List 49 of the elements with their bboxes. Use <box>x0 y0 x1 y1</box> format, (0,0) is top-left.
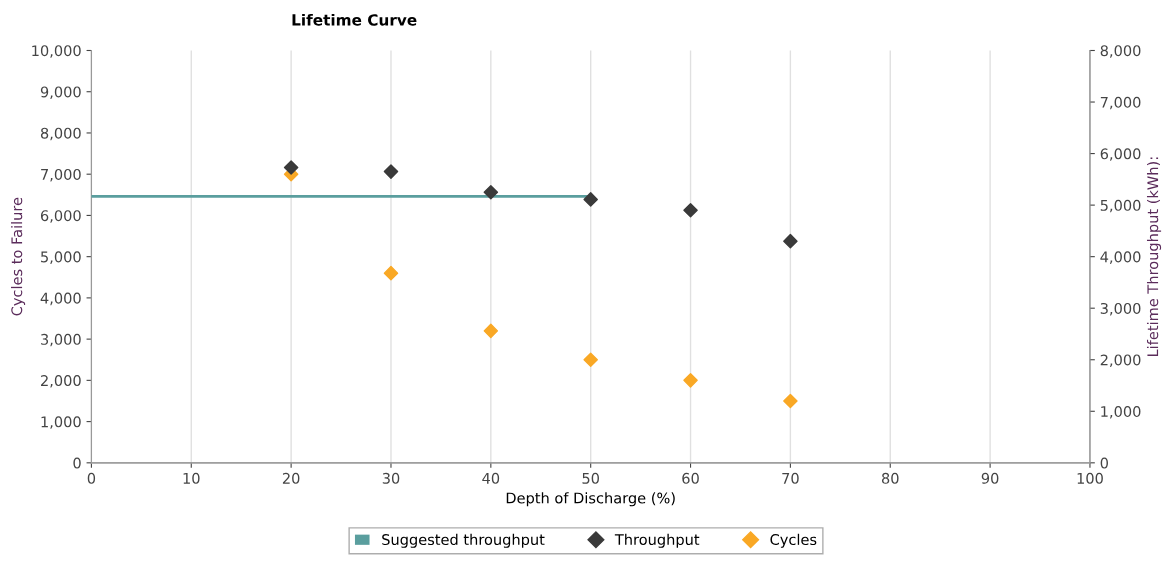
x-tick-label: 40 <box>482 472 500 484</box>
y-tick-label: 10,000 <box>32 45 81 58</box>
x-tick-label: 50 <box>582 472 599 484</box>
y-tick-label: 6,000 <box>40 210 81 223</box>
point <box>383 164 399 179</box>
y2-tick-label: 6,000 <box>1100 148 1141 161</box>
x-tick-label: 60 <box>682 472 699 484</box>
y-tick-label: 9,000 <box>40 86 81 99</box>
point <box>683 202 698 218</box>
point <box>583 192 598 207</box>
y-tick-label: 2,000 <box>41 375 81 388</box>
chart-title: Lifetime Curve <box>292 13 417 26</box>
y-tick-label: 3,000 <box>41 333 81 347</box>
y-tick-label: 8,000 <box>40 127 81 141</box>
x-tick-label: 20 <box>282 472 300 484</box>
y2-tick-label: 3,000 <box>1100 302 1141 316</box>
legend-label: Throughput <box>614 533 700 548</box>
x-tick-label: 0 <box>87 472 96 484</box>
y2-axis-title: Lifetime Throughput (kWh): <box>1146 157 1162 357</box>
point <box>583 352 598 368</box>
y-tick-label: 4,000 <box>40 292 81 306</box>
x-axis-title: Depth of Discharge (%) <box>506 492 675 507</box>
x-tick-label: 90 <box>981 472 999 484</box>
point <box>783 393 798 409</box>
point <box>483 184 499 200</box>
y2-tick-label: 1,000 <box>1101 406 1141 419</box>
legend-label: Cycles <box>770 533 817 548</box>
x-tick-label: 80 <box>881 472 899 484</box>
legend-label: Suggested throughput <box>382 533 545 548</box>
x-tick-label: 30 <box>382 472 400 484</box>
x-tick-label: 10 <box>183 472 200 484</box>
y-tick-label: 5,000 <box>41 251 81 264</box>
x-tick-label: 100 <box>1077 472 1103 484</box>
y2-tick-label: 7,000 <box>1100 96 1141 110</box>
y-tick-label: 0 <box>73 457 81 469</box>
point <box>783 233 798 249</box>
x-tick-label: 70 <box>782 472 799 484</box>
y-tick-label: 7,000 <box>41 168 81 182</box>
y2-tick-label: 0 <box>1100 457 1108 469</box>
y2-tick-label: 5,000 <box>1100 199 1141 213</box>
y2-tick-label: 2,000 <box>1100 354 1141 367</box>
point <box>283 160 299 175</box>
y-axis-title: Cycles to Failure <box>11 197 26 316</box>
y2-tick-label: 8,000 <box>1100 45 1141 58</box>
point <box>483 323 499 339</box>
y2-tick-label: 4,000 <box>1100 251 1141 264</box>
y-tick-label: 1,000 <box>41 416 81 429</box>
point <box>383 265 399 281</box>
point <box>683 373 698 388</box>
